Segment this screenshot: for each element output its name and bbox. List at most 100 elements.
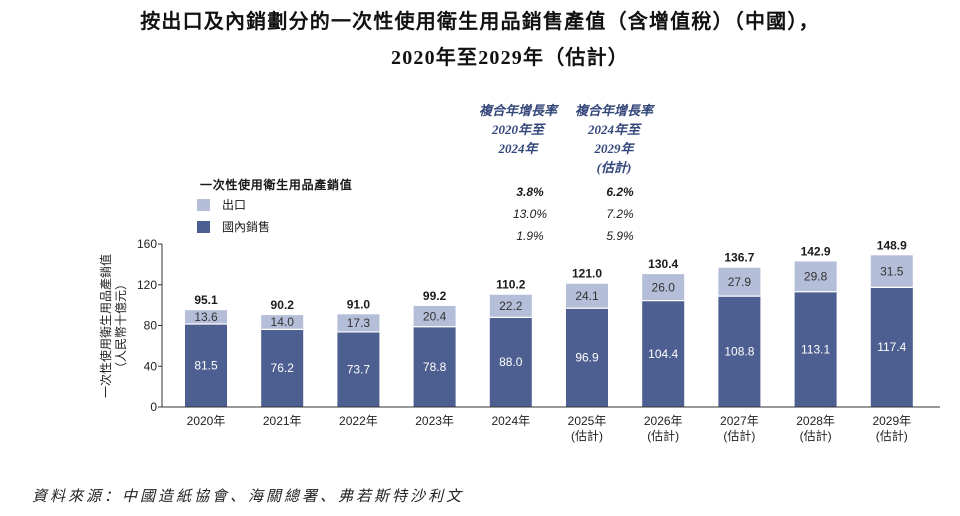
- bar-group: 73.7 17.3 91.0: [337, 297, 380, 407]
- cagr-header-line: (估計): [596, 160, 632, 175]
- bar-total-label: 148.9: [877, 238, 907, 252]
- bar-domestic: [794, 291, 837, 407]
- x-axis-labels: 2020年 2021年 2022年 2023年 2024年 2025年(估計)2026年(…: [187, 414, 912, 443]
- bar-group: 96.9 24.1 121.0: [566, 267, 608, 407]
- bar-domestic-label: 104.4: [648, 347, 678, 361]
- x-tick-label: 2023年: [415, 414, 454, 428]
- bar-export-label: 13.6: [194, 310, 218, 324]
- y-tick-label: 160: [137, 237, 157, 251]
- cagr-export-value: 13.0%: [512, 207, 548, 221]
- bar-domestic-label: 108.8: [724, 345, 754, 359]
- x-tick-label: 2020年: [187, 414, 226, 428]
- chart-title-line1: 按出口及內銷劃分的一次性使用衛生用品銷售產值（含增值稅）（中國），: [140, 11, 820, 33]
- x-tick-note: (估計): [647, 428, 679, 443]
- bar-domestic-label: 117.4: [877, 340, 906, 354]
- x-tick-note: (估計): [800, 428, 832, 443]
- x-tick-label: 2028年: [796, 414, 835, 428]
- bar-domestic-label: 73.7: [347, 362, 371, 376]
- x-tick-label: 2024年: [491, 414, 530, 428]
- bar-export: [261, 315, 304, 330]
- x-tick-note: (估計): [723, 428, 755, 443]
- bar-group: 108.8 27.9 136.7: [718, 251, 761, 407]
- bar-total-label: 99.2: [423, 289, 447, 303]
- bar-export: [566, 283, 608, 309]
- legend-swatch-domestic: [197, 221, 210, 233]
- bar-domestic: [642, 300, 685, 407]
- bar-export: [870, 255, 913, 288]
- bar-total-label: 136.7: [724, 251, 754, 265]
- bar-export: [718, 267, 761, 297]
- x-tick-note: (估計): [571, 428, 603, 443]
- chart-title-line2: 2020年至2029年（估計）: [391, 47, 629, 69]
- bar-total-label: 142.9: [801, 244, 831, 258]
- bar-group: 88.0 22.2 110.2: [489, 278, 532, 407]
- y-tick-label: 0: [150, 400, 157, 414]
- y-axis-ticks: 0 40 80 120 160: [137, 237, 162, 414]
- bar-export: [489, 294, 532, 318]
- bar-group: 117.4 31.5 148.9: [870, 238, 913, 407]
- y-tick-label: 80: [144, 319, 158, 333]
- bar-total-label: 95.1: [194, 293, 218, 307]
- bar-export-label: 31.5: [880, 264, 904, 278]
- y-axis-label-line2: （人民幣十億元）: [114, 278, 128, 374]
- bar-domestic: [489, 317, 532, 407]
- cagr-domestic-value: 1.9%: [516, 229, 544, 243]
- bar-domestic: [261, 329, 304, 407]
- cagr-header-2024-2029: 複合年增長率 2024年至 2029年 (估計): [554, 101, 674, 177]
- source-note: 資料來源：中國造紙協會、海關總署、弗若斯特沙利文: [32, 489, 465, 505]
- bar-export: [337, 314, 380, 332]
- cagr-header-2020-2024: 複合年增長率 2020年至 2024年: [458, 101, 578, 158]
- bar-export-label: 17.3: [347, 316, 371, 330]
- bar-group: 104.4 26.0 130.4: [642, 257, 685, 407]
- bar-total-label: 110.2: [496, 278, 526, 292]
- bar-domestic: [413, 326, 456, 407]
- bar-domestic: [185, 323, 227, 407]
- bar-total-label: 130.4: [648, 257, 678, 271]
- bar-domestic-label: 81.5: [194, 358, 218, 372]
- cagr-header-line: 2024年: [498, 141, 538, 156]
- bar-export: [794, 261, 837, 292]
- cagr-header-line: 複合年增長率: [574, 103, 653, 118]
- legend-label-export: 出口: [222, 198, 247, 212]
- cagr-values-2024-2029: 6.2% 7.2% 5.9%: [580, 181, 660, 247]
- cagr-header-line: 2020年至: [491, 122, 544, 137]
- bar-group: 113.1 29.8 142.9: [794, 244, 837, 407]
- y-axis-label: 一次性使用衛生用品產銷值 （人民幣十億元）: [98, 254, 128, 398]
- cagr-total-value: 6.2%: [606, 185, 634, 199]
- x-tick-label: 2029年: [872, 414, 911, 428]
- bar-export: [185, 310, 227, 324]
- x-tick-label: 2021年: [263, 414, 302, 428]
- bar-export-label: 22.2: [499, 299, 523, 313]
- bar-domestic: [337, 331, 380, 407]
- bar-total-label: 90.2: [271, 298, 295, 312]
- x-tick-label: 2027年: [720, 414, 759, 428]
- bar-domestic-label: 78.8: [423, 360, 447, 374]
- cagr-values-2020-2024: 3.8% 13.0% 1.9%: [490, 181, 570, 247]
- bar-group: 78.8 20.4 99.2: [413, 289, 456, 407]
- y-tick-label: 40: [144, 359, 158, 373]
- x-tick-label: 2026年: [644, 414, 683, 428]
- x-tick-label: 2025年: [568, 414, 607, 428]
- bar-export: [642, 274, 685, 301]
- bar-group: 81.5 13.6 95.1: [185, 293, 227, 407]
- bar-domestic-label: 88.0: [499, 355, 523, 369]
- bar-export-label: 29.8: [804, 270, 828, 284]
- legend-swatch-export: [197, 199, 210, 211]
- bar-group: 76.2 14.0 90.2: [261, 298, 304, 407]
- legend-title: 一次性使用衛生用品產銷值: [200, 178, 353, 192]
- cagr-domestic-value: 5.9%: [606, 229, 634, 243]
- x-tick-label: 2022年: [339, 414, 378, 428]
- bar-domestic: [870, 287, 913, 407]
- cagr-header-line: 複合年增長率: [478, 103, 557, 118]
- cagr-total-value: 3.8%: [516, 185, 544, 199]
- bar-domestic-label: 76.2: [271, 361, 295, 375]
- bar-export-label: 27.9: [728, 275, 752, 289]
- cagr-header-line: 2024年至: [587, 122, 640, 137]
- cagr-export-value: 7.2%: [606, 207, 634, 221]
- y-axis-label-line1: 一次性使用衛生用品產銷值: [98, 254, 113, 398]
- bar-total-label: 121.0: [572, 267, 602, 281]
- bar-export-label: 14.0: [271, 315, 295, 329]
- bar-domestic-label: 113.1: [801, 342, 830, 356]
- legend-label-domestic: 國內銷售: [222, 220, 271, 234]
